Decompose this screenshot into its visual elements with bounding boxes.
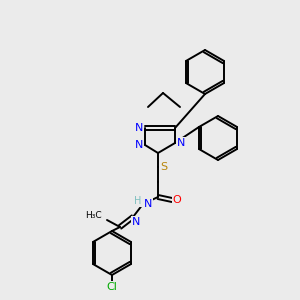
Text: N: N — [135, 123, 143, 133]
Text: N: N — [135, 140, 143, 150]
Text: Cl: Cl — [106, 282, 117, 292]
Text: H₃C: H₃C — [85, 211, 102, 220]
Text: H: H — [134, 196, 142, 206]
Text: N: N — [132, 217, 140, 227]
Text: N: N — [177, 138, 185, 148]
Text: O: O — [172, 195, 182, 205]
Text: S: S — [160, 162, 168, 172]
Text: N: N — [144, 199, 152, 209]
